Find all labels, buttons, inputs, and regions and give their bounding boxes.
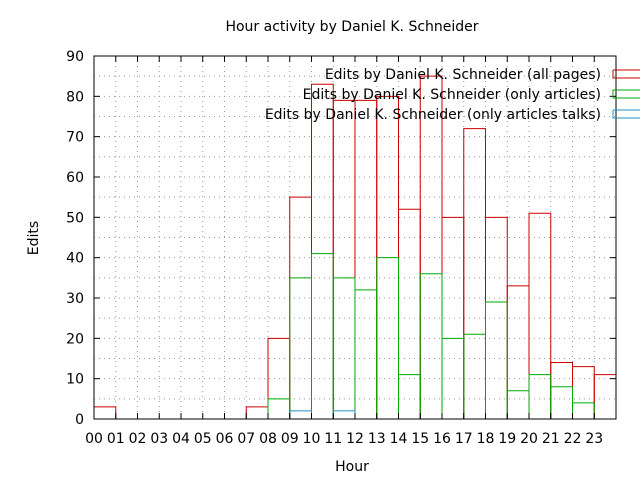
x-tick-label: 12 xyxy=(346,431,364,447)
bar-series-1 xyxy=(419,75,443,419)
bar-series-1 xyxy=(550,362,573,419)
y-tick-label: 70 xyxy=(66,130,84,146)
bar-series-2 xyxy=(528,374,552,419)
y-tick-label: 0 xyxy=(75,412,84,428)
x-axis-label: Hour xyxy=(335,459,369,475)
x-tick-label: 22 xyxy=(564,431,582,447)
bar-series-2 xyxy=(550,386,573,419)
y-tick-label: 40 xyxy=(66,251,84,267)
bar-series-2 xyxy=(354,289,378,419)
bar-series-2 xyxy=(376,257,399,419)
x-tick-label: 19 xyxy=(498,431,516,447)
bar-series-2 xyxy=(441,337,465,419)
x-tick-label: 01 xyxy=(107,431,125,447)
bar-series-1 xyxy=(398,208,421,419)
bar-series-3 xyxy=(289,410,312,419)
x-tick-label: 18 xyxy=(477,431,495,447)
bar-series-2 xyxy=(311,253,334,419)
bar-series-1 xyxy=(267,337,291,419)
bar-series-1 xyxy=(528,212,552,419)
bar-series-2 xyxy=(463,333,486,419)
x-tick-label: 17 xyxy=(455,431,473,447)
y-tick-label: 10 xyxy=(66,372,84,388)
bar-series-1 xyxy=(506,285,530,419)
chart-title: Hour activity by Daniel K. Schneider xyxy=(225,19,478,35)
bar-series-1 xyxy=(93,406,117,419)
x-tick-label: 00 xyxy=(85,431,103,447)
x-tick-label: 11 xyxy=(324,431,342,447)
bar-series-2 xyxy=(506,390,530,419)
series-3 xyxy=(289,410,356,419)
series-steps xyxy=(93,75,617,419)
x-tick-label: 02 xyxy=(129,431,147,447)
bar-series-1 xyxy=(354,99,378,419)
bar-series-3 xyxy=(332,410,356,419)
y-axis-label: Edits xyxy=(26,221,42,255)
bar-series-2 xyxy=(419,273,443,419)
y-tick-label: 80 xyxy=(66,89,84,105)
legend-label-2: Edits by Daniel K. Schneider (only artic… xyxy=(303,87,601,103)
bar-series-2 xyxy=(485,301,508,419)
bar-series-1 xyxy=(311,83,334,419)
bar-series-1 xyxy=(593,374,617,419)
legend-swatch-2 xyxy=(612,89,640,99)
x-tick-label: 20 xyxy=(520,431,538,447)
series-2 xyxy=(267,253,595,419)
x-tick-label: 04 xyxy=(172,431,190,447)
bar-series-1 xyxy=(332,99,356,419)
bar-series-2 xyxy=(332,277,356,419)
bar-series-2 xyxy=(398,374,421,419)
x-tick-label: 15 xyxy=(411,431,429,447)
x-tick-label: 16 xyxy=(433,431,451,447)
legend-label-1: Edits by Daniel K. Schneider (all pages) xyxy=(325,67,601,83)
y-tick-label: 30 xyxy=(66,291,84,307)
x-tick-label: 06 xyxy=(216,431,234,447)
x-tick-label: 14 xyxy=(390,431,408,447)
y-tick-label: 20 xyxy=(66,331,84,347)
bar-series-1 xyxy=(485,216,508,419)
legend: Edits by Daniel K. Schneider (all pages)… xyxy=(265,67,640,123)
y-tick-label: 60 xyxy=(66,170,84,186)
x-tick-label: 03 xyxy=(150,431,168,447)
bar-series-1 xyxy=(441,216,465,419)
x-tick-label: 21 xyxy=(542,431,560,447)
bar-series-1 xyxy=(572,366,595,419)
bar-series-1 xyxy=(289,196,312,419)
x-tick-label: 10 xyxy=(303,431,321,447)
x-tick-label: 05 xyxy=(194,431,212,447)
y-tick-label: 90 xyxy=(66,49,84,65)
x-tick-label: 13 xyxy=(368,431,386,447)
legend-swatch-3 xyxy=(612,109,640,119)
bar-series-1 xyxy=(463,128,486,419)
x-tick-label: 09 xyxy=(281,431,299,447)
bar-series-2 xyxy=(289,277,312,419)
x-tick-label: 08 xyxy=(259,431,277,447)
x-tick-label: 23 xyxy=(585,431,603,447)
legend-label-3: Edits by Daniel K. Schneider (only artic… xyxy=(265,107,601,123)
bar-series-2 xyxy=(572,402,595,419)
y-tick-label: 50 xyxy=(66,210,84,226)
x-tick-label: 07 xyxy=(237,431,255,447)
legend-swatch-1 xyxy=(612,69,640,79)
bar-series-1 xyxy=(245,406,269,419)
bar-series-2 xyxy=(267,398,291,419)
